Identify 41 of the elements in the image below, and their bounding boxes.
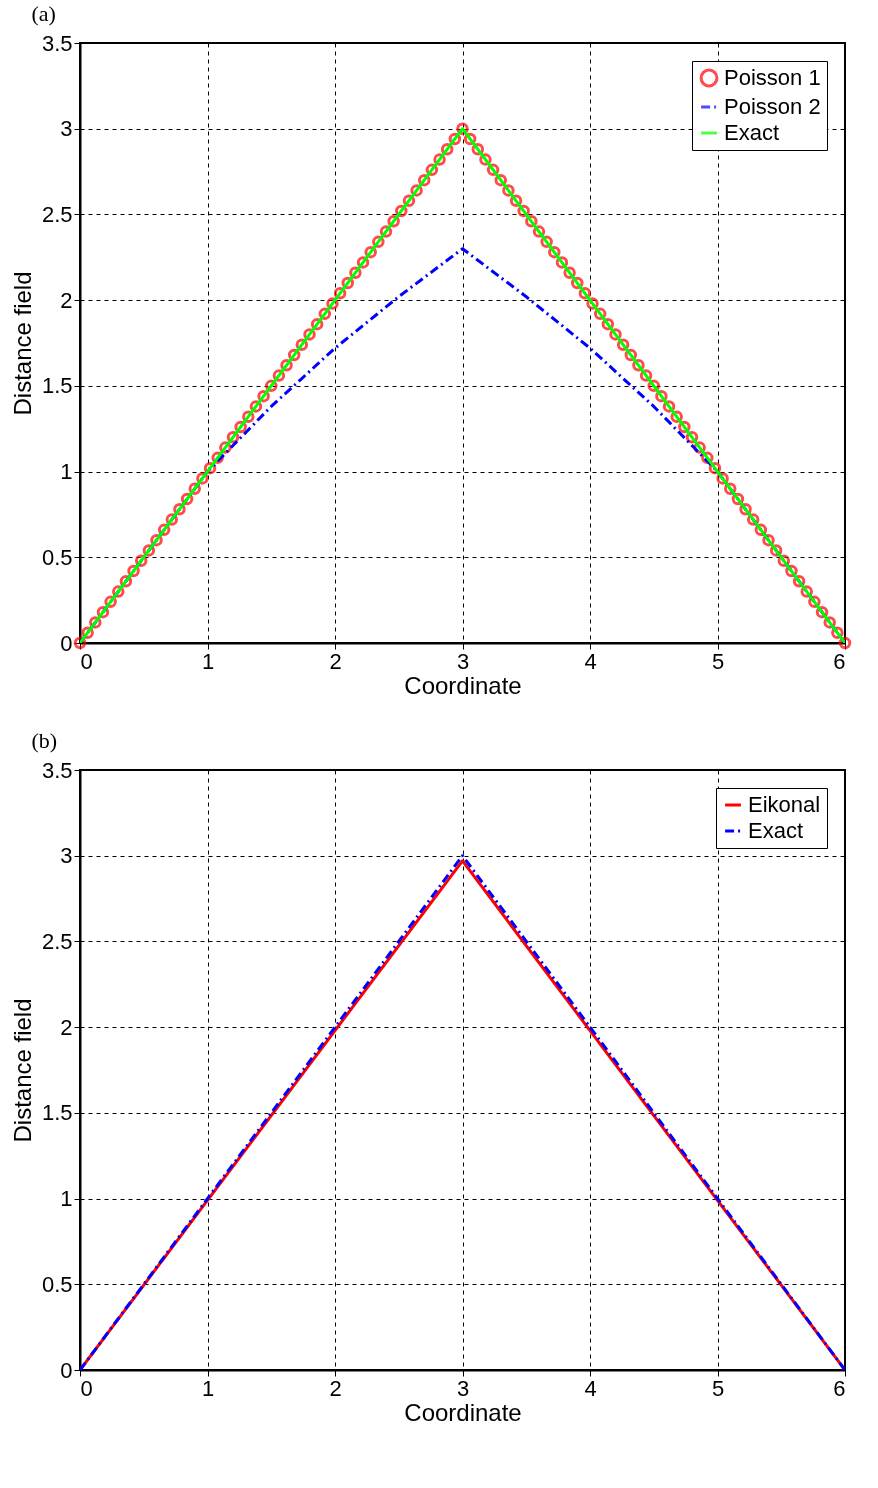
x-tick-label: 2	[329, 1375, 342, 1401]
y-tick-label: 3.5	[41, 757, 73, 783]
y-tick-label: 2.5	[41, 928, 73, 954]
x-axis-title: Coordinate	[404, 1398, 522, 1426]
x-tick-label: 1	[201, 1375, 215, 1401]
x-tick-label: 3	[456, 1375, 470, 1401]
y-tick-label: 1.5	[41, 1100, 73, 1126]
y-tick-label: 2.5	[41, 201, 73, 227]
chart-title: (a)	[31, 1, 56, 26]
x-tick-label: 6	[833, 1375, 846, 1401]
y-tick-label: 3	[60, 116, 73, 142]
x-tick-label: 5	[711, 1375, 725, 1401]
y-tick-label: 2	[60, 1014, 73, 1040]
x-tick-label: 3	[456, 648, 470, 674]
x-tick-label: 0	[80, 1375, 93, 1401]
y-tick-label: 0	[60, 630, 73, 656]
chart-title: (b)	[31, 728, 58, 753]
y-tick-label: 1	[60, 459, 73, 485]
legend-label: Eikonal	[748, 792, 821, 817]
x-tick-label: 2	[329, 648, 342, 674]
x-tick-label: 5	[711, 648, 725, 674]
x-tick-label: 0	[80, 648, 93, 674]
y-axis-title: Distance field	[8, 271, 36, 416]
x-tick-label: 1	[201, 648, 215, 674]
y-tick-label: 1.5	[41, 373, 73, 399]
x-tick-label: 4	[584, 1375, 597, 1401]
x-axis-title: Coordinate	[404, 671, 522, 699]
y-tick-label: 0.5	[41, 1271, 73, 1297]
y-tick-label: 0	[60, 1357, 73, 1383]
y-tick-label: 1	[60, 1186, 73, 1212]
x-tick-label: 6	[833, 648, 846, 674]
legend-label: Poisson 1	[724, 65, 821, 90]
legend-label: Poisson 2	[724, 94, 821, 119]
y-tick-label: 0.5	[41, 544, 73, 570]
y-tick-label: 3.5	[41, 30, 73, 56]
y-tick-label: 2	[60, 287, 73, 313]
x-tick-label: 4	[584, 648, 597, 674]
y-tick-label: 3	[60, 843, 73, 869]
legend-label: Exact	[748, 818, 804, 843]
y-axis-title: Distance field	[8, 998, 36, 1143]
legend-label: Exact	[724, 120, 780, 145]
